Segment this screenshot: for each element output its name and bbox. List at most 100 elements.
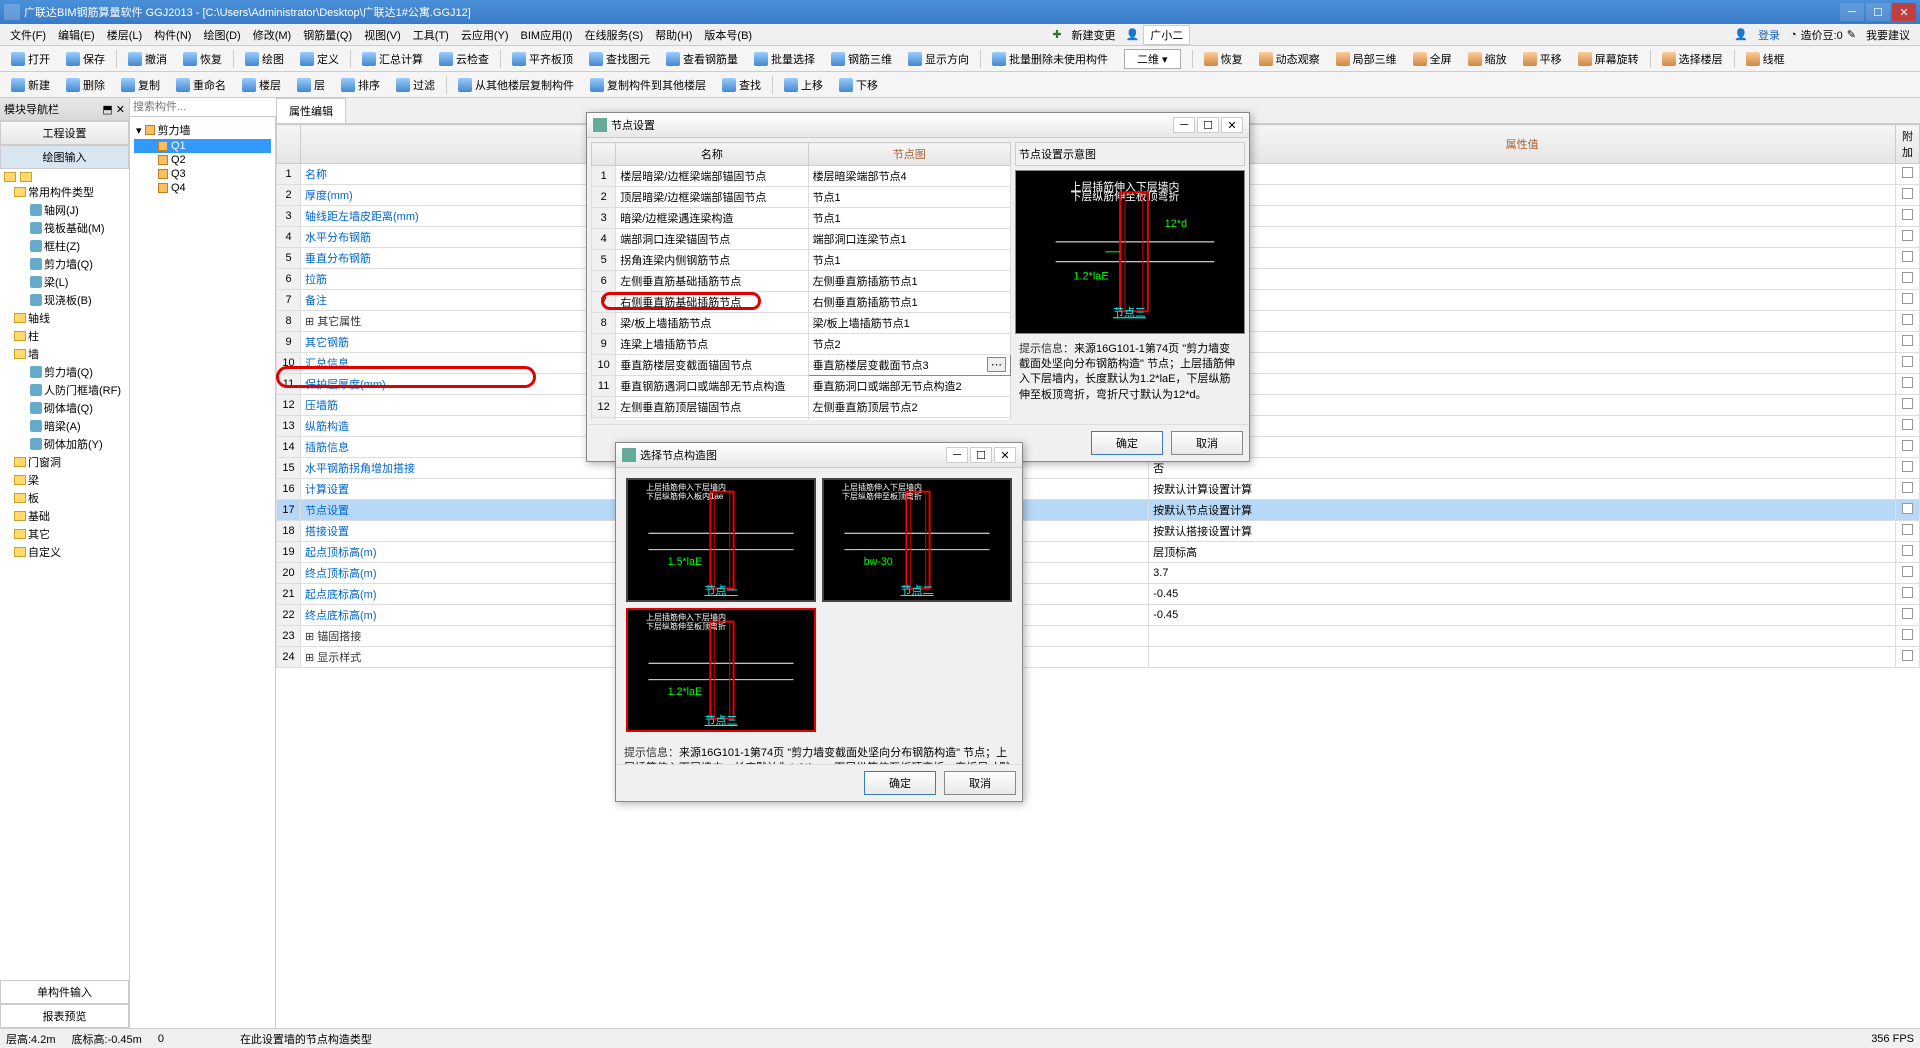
node-table-row[interactable]: 10垂直筋楼层变截面锚固节点垂直筋楼层变截面节点3 ⋯ <box>592 355 1011 376</box>
component-root[interactable]: ▾ 剪力墙 <box>134 121 271 139</box>
nav-tree-node[interactable]: 人防门框墙(RF) <box>2 381 127 399</box>
checkbox-icon[interactable] <box>1902 566 1913 577</box>
dialog-min-button[interactable]: ─ <box>1173 117 1195 133</box>
nav-tree-node[interactable]: 常用构件类型 <box>2 183 127 201</box>
toolbar-button[interactable]: 保存 <box>59 48 112 70</box>
checkbox-icon[interactable] <box>1902 293 1913 304</box>
nav-tree-node[interactable]: 剪力墙(Q) <box>2 363 127 381</box>
node-table-row[interactable]: 3暗梁/边框梁遇连梁构造节点1 <box>592 208 1011 229</box>
nav-tree-node[interactable]: 梁(L) <box>2 273 127 291</box>
menu-item[interactable]: 在线服务(S) <box>578 25 649 45</box>
checkbox-icon[interactable] <box>1902 503 1913 514</box>
checkbox-icon[interactable] <box>1902 524 1913 535</box>
component-item[interactable]: Q3 <box>134 167 271 181</box>
property-row[interactable]: 24⊞ 显示样式 <box>277 647 1920 668</box>
toolbar-button[interactable]: 绘图 <box>238 48 291 70</box>
toolbar-button[interactable]: 下移 <box>832 74 885 96</box>
nav-tree[interactable]: 常用构件类型 轴网(J) 筏板基础(M) 框柱(Z) 剪力墙(Q) 梁(L) 现… <box>0 169 129 980</box>
node-table-row[interactable]: 5拐角连梁内侧钢筋节点节点1 <box>592 250 1011 271</box>
nav-bottom-report[interactable]: 报表预览 <box>0 1004 129 1028</box>
dim-dropdown[interactable]: 二维 ▾ <box>1117 46 1188 72</box>
toolbar-button[interactable]: 云检查 <box>432 48 496 70</box>
checkbox-icon[interactable] <box>1902 629 1913 640</box>
nav-tree-node[interactable]: 梁 <box>2 471 127 489</box>
toolbar-button[interactable]: 排序 <box>334 74 387 96</box>
nav-tree-node[interactable]: 门窗洞 <box>2 453 127 471</box>
menu-item[interactable]: 版本号(B) <box>698 25 758 45</box>
nav-panel-close-icon[interactable]: ⬒ ✕ <box>102 103 125 116</box>
menu-item[interactable]: 视图(V) <box>358 25 407 45</box>
checkbox-icon[interactable] <box>1902 545 1913 556</box>
toolbar-button[interactable]: 从其他楼层复制构件 <box>451 74 581 96</box>
browse-button[interactable]: ⋯ <box>987 357 1006 372</box>
checkbox-icon[interactable] <box>1902 419 1913 430</box>
toolbar-button[interactable]: 删除 <box>59 74 112 96</box>
property-tab[interactable]: 属性编辑 <box>276 98 346 123</box>
checkbox-icon[interactable] <box>1902 209 1913 220</box>
nav-tree-node[interactable]: 轴线 <box>2 309 127 327</box>
select-dialog-cancel-button[interactable]: 取消 <box>944 771 1016 795</box>
nav-tree-node[interactable]: 剪力墙(Q) <box>2 255 127 273</box>
property-row[interactable]: 22 终点底标高(m)-0.45 <box>277 605 1920 626</box>
suggest-link[interactable]: 我要建议 <box>1860 25 1916 45</box>
property-row[interactable]: 20 终点顶标高(m)3.7 <box>277 563 1920 584</box>
property-row[interactable]: 18 搭接设置按默认搭接设置计算 <box>277 521 1920 542</box>
toolbar-button[interactable]: 线框 <box>1739 48 1792 70</box>
toolbar-button[interactable]: 缩放 <box>1461 48 1514 70</box>
toolbar-button[interactable]: 汇总计算 <box>355 48 430 70</box>
dialog-max-button[interactable]: ☐ <box>970 447 992 463</box>
property-row[interactable]: 23⊞ 锚固搭接 <box>277 626 1920 647</box>
toolbar-button[interactable]: 平齐板顶 <box>505 48 580 70</box>
toolbar-button[interactable]: 恢复 <box>1197 48 1250 70</box>
dialog-close-button[interactable]: ✕ <box>994 447 1016 463</box>
checkbox-icon[interactable] <box>1902 230 1913 241</box>
dialog-min-button[interactable]: ─ <box>946 447 968 463</box>
property-row[interactable]: 16 计算设置按默认计算设置计算 <box>277 479 1920 500</box>
close-button[interactable]: ✕ <box>1892 3 1916 21</box>
toolbar-button[interactable]: 定义 <box>293 48 346 70</box>
nav-tab-project[interactable]: 工程设置 <box>0 121 129 145</box>
node-table-row[interactable]: 6左侧垂直筋基础插筋节点左侧垂直筋插筋节点1 <box>592 271 1011 292</box>
checkbox-icon[interactable] <box>1902 188 1913 199</box>
checkbox-icon[interactable] <box>1902 335 1913 346</box>
property-row[interactable]: 17 节点设置按默认节点设置计算 <box>277 500 1920 521</box>
component-item[interactable]: Q2 <box>134 153 271 167</box>
diagram-thumbnail[interactable]: 1.5*laE上层插筋伸入下层墙内下层纵筋伸入板内1ae节点一 <box>626 478 816 602</box>
toolbar-button[interactable]: 楼层 <box>235 74 288 96</box>
nav-tree-node[interactable]: 暗梁(A) <box>2 417 127 435</box>
node-table-row[interactable]: 1楼层暗梁/边框梁端部锚固节点楼层暗梁端部节点4 <box>592 166 1011 187</box>
toolbar-button[interactable]: 全屏 <box>1406 48 1459 70</box>
checkbox-icon[interactable] <box>1902 377 1913 388</box>
nav-tree-node[interactable]: 墙 <box>2 345 127 363</box>
nav-tree-node[interactable]: 砌体墙(Q) <box>2 399 127 417</box>
toolbar-button[interactable]: 层 <box>290 74 332 96</box>
menu-item[interactable]: 绘图(D) <box>197 25 246 45</box>
checkbox-icon[interactable] <box>1902 650 1913 661</box>
toolbar-button[interactable]: 平移 <box>1516 48 1569 70</box>
menu-item[interactable]: 构件(N) <box>148 25 197 45</box>
menu-item[interactable]: 楼层(L) <box>101 25 148 45</box>
node-table-row[interactable]: 11垂直钢筋遇洞口或端部无节点构造垂直筋洞口或端部无节点构造2 <box>592 376 1011 397</box>
toolbar-button[interactable]: 重命名 <box>169 74 233 96</box>
node-settings-table[interactable]: 名称节点图1楼层暗梁/边框梁端部锚固节点楼层暗梁端部节点42顶层暗梁/边框梁端部… <box>591 142 1011 420</box>
checkbox-icon[interactable] <box>1902 272 1913 283</box>
diagram-thumbnail[interactable]: bw-30上层插筋伸入下层墙内下层纵筋伸至板顶弯折节点二 <box>822 478 1012 602</box>
component-tree[interactable]: ▾ 剪力墙 Q1 Q2 Q3 Q4 <box>130 117 275 1028</box>
toolbar-button[interactable]: 撤消 <box>121 48 174 70</box>
toolbar-button[interactable]: 查找 <box>715 74 768 96</box>
menu-item[interactable]: 云应用(Y) <box>455 25 515 45</box>
toolbar-button[interactable]: 显示方向 <box>901 48 976 70</box>
checkbox-icon[interactable] <box>1902 440 1913 451</box>
toolbar-button[interactable]: 钢筋三维 <box>824 48 899 70</box>
menu-item[interactable]: 编辑(E) <box>52 25 101 45</box>
toolbar-button[interactable]: 复制 <box>114 74 167 96</box>
menu-item[interactable]: 修改(M) <box>247 25 298 45</box>
dialog-max-button[interactable]: ☐ <box>1197 117 1219 133</box>
dialog-close-button[interactable]: ✕ <box>1221 117 1243 133</box>
nav-tree-node[interactable]: 框柱(Z) <box>2 237 127 255</box>
node-table-row[interactable]: 4端部洞口连梁锚固节点端部洞口连梁节点1 <box>592 229 1011 250</box>
node-dialog-cancel-button[interactable]: 取消 <box>1171 431 1243 455</box>
nav-tree-node[interactable]: 轴网(J) <box>2 201 127 219</box>
toolbar-button[interactable]: 查找图元 <box>582 48 657 70</box>
nav-tree-node[interactable]: 板 <box>2 489 127 507</box>
